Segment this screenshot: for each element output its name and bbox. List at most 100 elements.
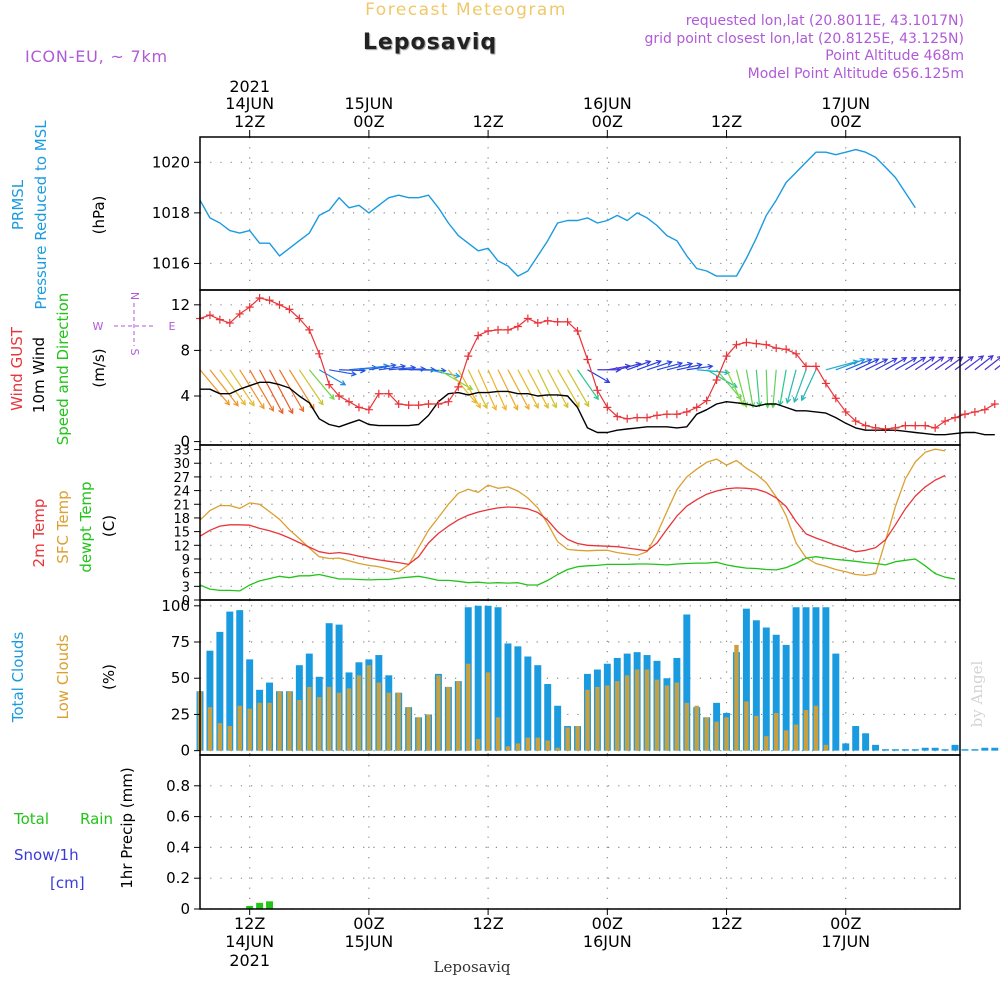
wind-gust-marker	[265, 296, 274, 305]
low-cloud-bar	[793, 724, 799, 751]
low-cloud-bar	[515, 743, 521, 751]
wind-arrow	[368, 364, 396, 371]
sfc-temp-line	[199, 448, 946, 577]
wind-arrow	[865, 358, 888, 371]
wind-arrow-head	[724, 369, 731, 376]
wind-arrow-head	[340, 380, 347, 386]
snow-unit-label: [cm]	[50, 874, 85, 892]
wind-gust-marker	[603, 403, 612, 412]
low-cloud-bar	[346, 688, 352, 751]
total-clouds-label: Total Clouds	[9, 632, 27, 724]
wind-gust-marker	[990, 399, 999, 408]
wind-gust-marker	[305, 325, 314, 334]
wind-gust-marker	[643, 413, 652, 422]
x-tick-label-bottom: 12Z	[472, 914, 503, 933]
wind-gust-marker	[335, 391, 344, 400]
y-tick-label: 0	[180, 900, 190, 918]
low-cloud-bar	[317, 697, 322, 751]
low-cloud-bar	[326, 686, 332, 751]
temp-sfc-label: SFC Temp	[54, 490, 72, 563]
wind-gust-marker	[772, 344, 781, 353]
total-cloud-bar	[832, 653, 840, 751]
total-cloud-bar	[752, 620, 760, 751]
total-cloud-bar	[534, 665, 542, 751]
wind-arrow	[716, 369, 742, 400]
wind-gust-marker	[354, 403, 363, 412]
wind-arrow-head	[866, 358, 873, 364]
x-tick-label-bottom: 12Z	[711, 914, 742, 933]
y-tick-label: 9	[182, 553, 190, 568]
wind-arrow	[378, 365, 406, 371]
total-cloud-bar	[792, 607, 800, 751]
low-cloud-bar	[545, 740, 550, 751]
wind-arrow	[219, 369, 246, 406]
wind-gust-marker	[692, 403, 701, 412]
wind-gust-marker	[523, 314, 532, 323]
total-cloud-bar	[941, 749, 949, 751]
wind-gust-marker	[583, 355, 592, 364]
wind-arrow	[477, 369, 497, 411]
wind-gust-marker	[444, 397, 453, 406]
wind-arrow	[885, 357, 907, 371]
model-label: ICON-EU, ~ 7km	[25, 47, 168, 66]
wind-arrow-head	[288, 408, 294, 415]
wind-arrow-head	[329, 394, 335, 401]
wind-arrow-head	[501, 404, 507, 411]
total-cloud-bar	[504, 643, 512, 751]
wind-arrow-head	[696, 362, 703, 369]
wind-arrow	[259, 369, 284, 414]
wind-arrow-head	[736, 393, 742, 400]
cloud-panel-labels: Total Clouds Low Clouds (%)	[9, 632, 118, 724]
low-cloud-bar	[307, 686, 312, 751]
wind-arrow	[772, 369, 777, 408]
wind-arrow-head	[666, 360, 673, 366]
total-cloud-bar	[246, 659, 254, 751]
wind-gust-label: Wind GUST	[8, 326, 26, 411]
model-point-altitude: Model Point Altitude 656.125m	[748, 66, 964, 82]
wind-gust-marker	[931, 423, 940, 432]
grid-point-coords: grid point closest lon,lat (20.8125E, 43…	[644, 31, 964, 47]
total-cloud-bar	[494, 607, 502, 751]
wind-gust-marker	[315, 349, 324, 358]
wind-gust-marker	[225, 319, 234, 328]
wind-arrow	[735, 369, 747, 408]
header: Forecast Meteogram Leposaviq ICON-EU, ~ …	[25, 0, 986, 976]
wind-arrow-head	[987, 354, 994, 361]
pressure-unit-label: (hPa)	[90, 196, 108, 235]
wind-arrow	[676, 363, 702, 371]
pressure-line	[199, 148, 916, 277]
panel-frame	[199, 136, 961, 291]
wind-arrow	[934, 356, 954, 371]
wind-gust-marker	[722, 352, 731, 361]
precip-panel-labels: Total Rain Snow/1h [cm] 1hr Precip (mm)	[13, 767, 136, 892]
low-cloud-bar	[575, 726, 580, 751]
snow-label: Snow/1h	[14, 846, 79, 864]
x-day-label-bottom: 14JUN	[225, 932, 274, 951]
low-cloud-bar	[535, 737, 540, 751]
y-tick-label: 0	[180, 742, 190, 760]
wind-gust-marker	[384, 389, 393, 398]
wind-gust-marker	[682, 407, 691, 416]
wind-arrow	[666, 362, 693, 371]
low-cloud-bar	[704, 717, 709, 751]
wind-gust-marker	[235, 309, 244, 318]
low-cloud-bar	[495, 717, 501, 751]
y-tick-label: 1016	[152, 254, 190, 272]
low-cloud-bar	[386, 692, 391, 751]
total-cloud-bar	[911, 749, 919, 751]
x-tick-label-top: 00Z	[592, 112, 623, 131]
wind-gust-marker	[494, 325, 503, 334]
wind-arrow-head	[891, 357, 898, 364]
total-cloud-bar	[802, 607, 810, 751]
wind-arrow-head	[676, 361, 684, 367]
wind-arrow-head	[491, 404, 497, 411]
wind-arrow	[924, 356, 944, 371]
wind-arrow	[745, 369, 754, 408]
wind-arrow	[914, 356, 935, 371]
total-cloud-bar	[335, 624, 343, 751]
total-cloud-bar	[742, 608, 750, 751]
wind-arrow-head	[583, 401, 590, 408]
total-cloud-bar	[782, 644, 790, 751]
temp-2m-line	[199, 474, 946, 566]
rain-bar	[266, 901, 274, 909]
